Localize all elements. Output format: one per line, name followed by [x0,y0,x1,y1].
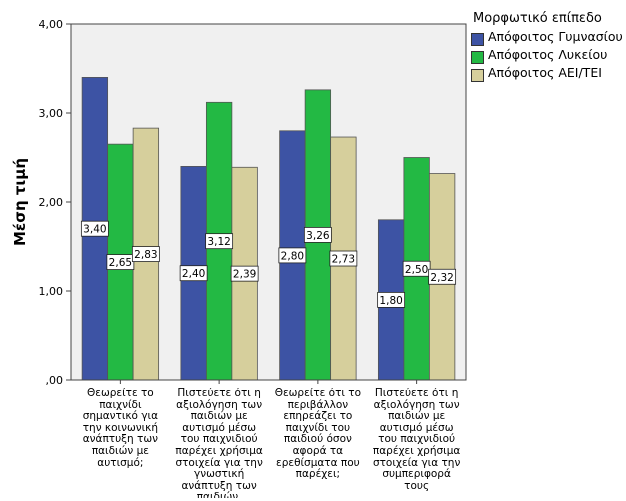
data-label: 3,40 [83,224,106,236]
legend-item-university: Απόφοιτος ΑΕΙ/ΤΕΙ [470,66,626,82]
data-label-box [377,291,406,308]
data-label-box [205,233,234,250]
data-label-box [80,220,109,237]
data-label: 2,73 [332,254,355,266]
legend-swatch [471,33,484,46]
data-label: 2,65 [109,257,132,269]
data-label: 2,40 [182,268,205,280]
data-label-box [278,247,307,264]
x-tick-label: Πιστεύετε ότι η αξιολόγηση των παιδιών μ… [372,388,461,492]
legend: Μορφωτικό επίπεδο Απόφοιτος Γυμνασίου Απ… [470,11,626,84]
data-label: 1,80 [379,295,402,307]
legend-label: Απόφοιτος ΑΕΙ/ΤΕΙ [488,65,602,80]
data-label: 3,12 [207,236,230,248]
legend-swatch [471,69,484,82]
y-tick-label: 2,00 [39,196,64,209]
x-tick-label: Θεωρείτε ότι το περιβάλλον επηρεάζει το … [274,388,362,481]
data-label-box [131,246,160,262]
data-label-box [428,268,457,285]
data-labels: 3,40 2,652,83 2,40 3,12 2,39 2,803,262,73 1,80… [70,23,467,381]
data-label-box [329,250,358,267]
y-tick-label: 1,00 [39,285,64,298]
legend-label: Απόφοιτος Γυμνασίου [488,29,623,44]
data-label-box [230,265,259,282]
data-label-box [106,254,135,270]
data-label-box [402,260,431,277]
data-label: 2,80 [281,250,304,262]
y-tick-label: 3,00 [39,107,64,120]
data-label-box [303,227,332,243]
legend-item-lyceum: Απόφοιτος Λυκείου [470,48,626,64]
legend-item-gymnasium: Απόφοιτος Γυμνασίου [470,30,626,46]
data-label: 2,32 [430,272,453,284]
data-label: 2,50 [405,264,428,276]
y-axis: ,00 1,00 2,00 3,00 4,00 [39,18,71,387]
data-label: 3,26 [306,230,330,242]
data-label: 2,39 [233,269,256,281]
legend-swatch [471,51,484,64]
data-label-box [179,265,208,282]
y-tick-label: ,00 [46,374,64,387]
plot-border [70,23,467,381]
y-axis-title: Μέση τιμή [11,158,29,246]
legend-label: Απόφοιτος Λυκείου [488,47,608,62]
legend-title: Μορφωτικό επίπεδο [473,11,602,26]
x-tick-label: Πιστεύετε ότι η αξιολόγηση των παιδιών μ… [175,388,263,498]
y-tick-label: 4,00 [39,18,64,31]
x-tick-label: Θεωρείτε το παιχνίδι σημαντικό για την κ… [82,388,159,469]
data-label: 2,83 [134,249,157,261]
